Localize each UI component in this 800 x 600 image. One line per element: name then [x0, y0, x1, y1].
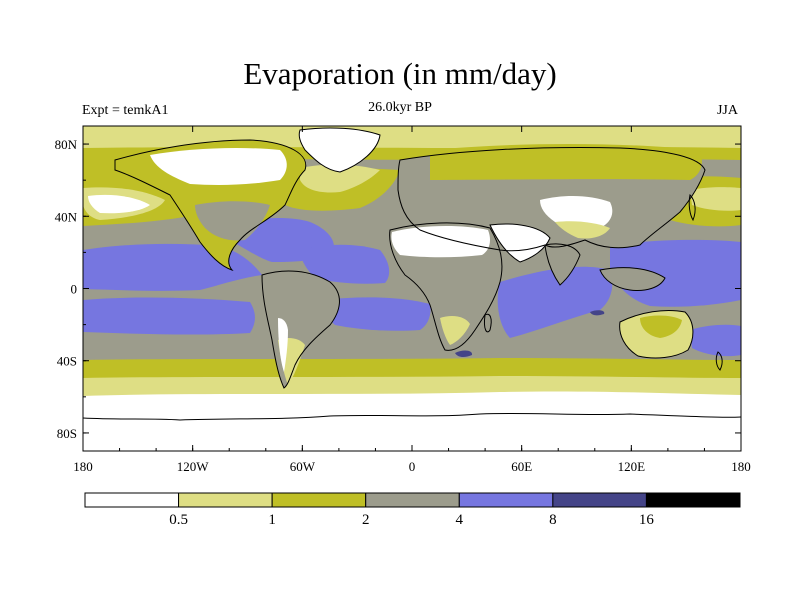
land-kalahari-light [440, 316, 470, 345]
land-central-asia-white [540, 196, 613, 229]
band-8-16-patch-indian [590, 310, 605, 316]
x-tick-label: 180 [731, 459, 751, 474]
coastlines [83, 127, 741, 421]
y-tick-label: 80S [57, 426, 77, 441]
colorbar-swatch [271, 492, 367, 508]
season-label: JJA [716, 103, 738, 118]
band-4-8-south-pacific [83, 297, 255, 335]
coastline-australia [619, 309, 694, 359]
colorbar-label: 0.5 [169, 512, 188, 528]
colorbar-swatch [552, 492, 647, 508]
land-maritime-continent [600, 267, 665, 291]
coastline-south-america [261, 270, 340, 389]
land-greenland [299, 127, 380, 172]
band-4-8-north-atlantic [300, 244, 390, 284]
coastline-japan [688, 193, 696, 222]
coastline-india [544, 243, 581, 286]
x-tick-label: 0 [409, 459, 416, 474]
band-0-5-1-northwest-pacific [690, 187, 741, 211]
band-0-5-1-north-atlantic [300, 164, 380, 193]
land-arabia-white [490, 224, 550, 262]
x-tick-label: 180 [73, 459, 93, 474]
region-lt0-5-antarctica [83, 391, 741, 451]
coastline-new-zealand [715, 351, 723, 371]
colorbar-swatch [178, 492, 273, 508]
band-8-16-patch-agulhas [455, 350, 473, 358]
band-lt0-5-north-pacific [88, 194, 150, 214]
land-atacama-white [278, 318, 288, 372]
coastline-africa [389, 222, 503, 351]
map-panel [83, 126, 741, 451]
colorbar: 0.5 1 2 4 8 16 [84, 492, 741, 528]
coastline-maritime-continent [599, 267, 666, 291]
colorbar-label: 1 [268, 512, 276, 528]
coastline-antarctica [83, 412, 741, 421]
coastline-north-america [114, 139, 307, 272]
coastline-arabia [489, 223, 551, 263]
x-tick-label: 60W [290, 459, 316, 474]
coastline-madagascar [484, 313, 492, 333]
y-tick-label: 0 [71, 282, 78, 297]
colorbar-swatch [458, 492, 554, 508]
land-siberia-light [430, 144, 702, 180]
x-tick-label: 120W [177, 459, 210, 474]
colorbar-label: 2 [362, 512, 370, 528]
y-tick-label: 40N [55, 209, 78, 224]
colorbar-label: 4 [456, 512, 464, 528]
band-4-8-indian-ocean [497, 266, 613, 338]
land-australia-interior [640, 315, 682, 338]
y-tick-label: 40S [57, 354, 77, 369]
colorbar-label: 16 [639, 512, 655, 528]
land-tibet-light [555, 221, 610, 239]
map-title: Evaporation (in mm/day) [243, 56, 557, 91]
x-tick-label: 120E [618, 459, 646, 474]
land-sahara-white [391, 226, 490, 258]
x-tick-label: 60E [511, 459, 532, 474]
map-subtitle: 26.0kyr BP [368, 100, 432, 115]
y-axis: 80N 40N 0 40S 80S [55, 137, 741, 441]
colorbar-swatch [84, 492, 180, 508]
colorbar-swatch [365, 492, 460, 508]
x-axis: 180 120W 60W 0 60E 120E 180 [73, 126, 751, 474]
experiment-label: Expt = temkA1 [82, 103, 169, 118]
land-canada-white [150, 147, 287, 185]
land-india [545, 243, 580, 285]
colorbar-swatch [645, 492, 741, 508]
coastline-eurasia [397, 147, 706, 252]
coastline-greenland [298, 127, 381, 173]
y-tick-label: 80N [55, 137, 78, 152]
band-4-8-south-atlantic [320, 297, 431, 331]
band-4-8-tasman [690, 324, 741, 357]
colorbar-label: 8 [549, 512, 557, 528]
